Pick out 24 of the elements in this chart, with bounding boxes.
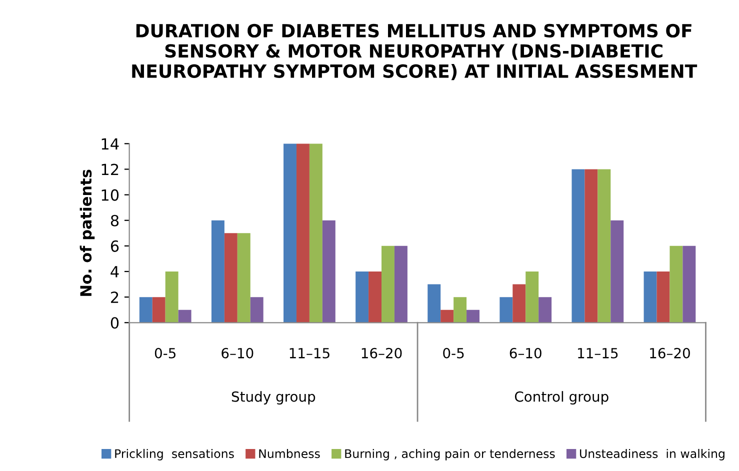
text: Control group [514,391,608,405]
x-tick-label: 16–20 [362,348,402,358]
y-tick-label: 0 [110,317,119,329]
y-tick-label: 4 [110,266,119,278]
x-tick-label: 11–15 [578,348,618,358]
x-tick-label: 16–20 [650,348,690,358]
x-tick-label: 0-5 [443,348,464,358]
legend-label: Unsteadiness in walking [580,448,724,460]
y-tick-label: 2 [111,292,118,303]
y-axis-title: No. of patients [80,170,95,296]
x-tick-label: 0-5 [154,348,176,358]
y-tick-label: 6 [110,240,119,252]
y-tick-label: 12 [102,164,118,176]
chart-title: DURATION OF DIABETES MELLITUS AND SYMPTOMS OF SENSORY & MOTOR NEUROPATHY (DNS-DIABETIC NEUROPATHY SYMPTOM SCORE) AT INITIAL ASSESMENT [132,24,698,80]
legend-label: Prickling sensations [115,448,234,460]
legend-label: Burning , aching pain or tenderness [345,448,555,460]
y-tick-label: 10 [102,189,119,201]
x-tick-label: 6–10 [510,348,542,358]
text: Study group [232,391,316,405]
y-tick-label: 14 [102,138,119,150]
x-tick-label: 11–15 [290,348,330,358]
x-tick-label: 6–10 [222,348,254,358]
legend-label: Numbness [259,448,320,458]
y-tick-label: 8 [110,214,119,226]
